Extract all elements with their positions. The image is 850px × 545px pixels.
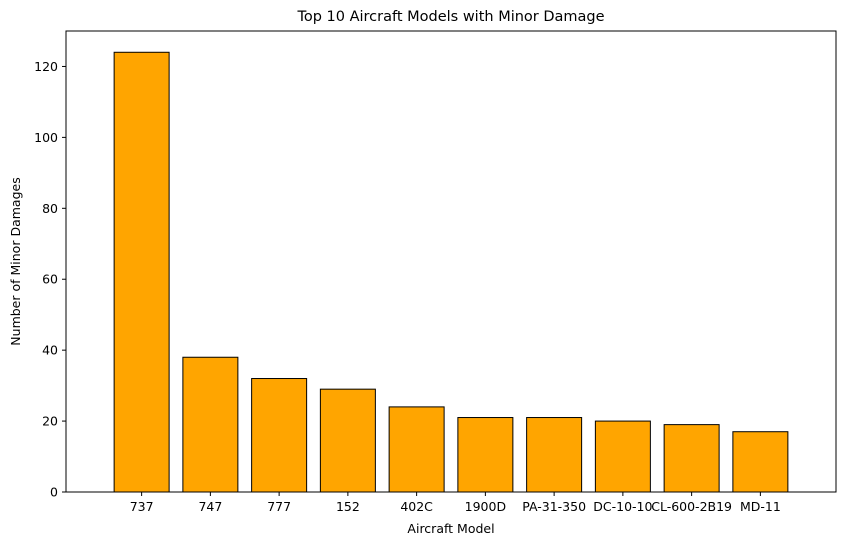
chart-title: Top 10 Aircraft Models with Minor Damage xyxy=(296,9,604,25)
x-tick-label: 152 xyxy=(336,499,360,514)
bars-group xyxy=(113,51,789,493)
x-tick-label: PA-31-350 xyxy=(522,499,586,514)
bar-747 xyxy=(182,356,239,493)
y-tick-label: 0 xyxy=(50,485,58,500)
x-axis-ticks: 737 747 777 152 402C 1900D PA-31-350 DC-10-10CL… xyxy=(130,492,781,514)
y-tick-label: 120 xyxy=(34,59,58,74)
bar-152 xyxy=(319,388,376,493)
x-tick-label: MD-11 xyxy=(740,499,781,514)
bar-777 xyxy=(251,378,308,493)
x-tick-label: 1900D xyxy=(465,499,506,514)
plot-frame xyxy=(65,30,837,493)
y-tick-label: 20 xyxy=(42,414,58,429)
bar-md-11 xyxy=(732,431,789,493)
bar-1900d xyxy=(457,417,514,493)
x-tick-label: 747 xyxy=(198,499,222,514)
y-tick-label: 40 xyxy=(42,343,58,358)
x-tick-label: 777 xyxy=(267,499,291,514)
x-tick-label: 737 xyxy=(130,499,154,514)
y-tick-label: 60 xyxy=(42,272,58,287)
y-axis-label: Number of Minor Damages xyxy=(8,177,23,345)
y-tick-label: 100 xyxy=(34,130,58,145)
y-tick-label: 80 xyxy=(42,201,58,216)
x-axis-label: Aircraft Model xyxy=(407,521,494,536)
x-tick-label: DC-10-10 xyxy=(593,499,652,514)
bar-737 xyxy=(113,51,170,493)
bar-pa-31-350 xyxy=(526,417,583,493)
bar-402c xyxy=(388,406,445,493)
x-tick-label: 402C xyxy=(400,499,433,514)
y-axis-ticks: 0 20 40 60 80 100 120 xyxy=(34,59,66,500)
bar-cl-600-2b19 xyxy=(663,424,720,493)
bar-dc-10-10 xyxy=(594,420,651,493)
x-tick-label: CL-600-2B19 xyxy=(651,499,732,514)
